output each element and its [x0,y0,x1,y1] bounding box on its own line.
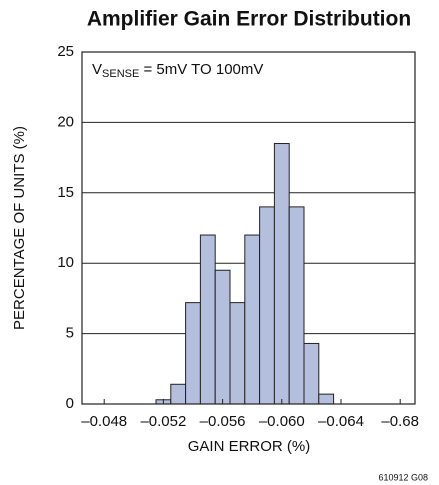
chart-title: Amplifier Gain Error Distribution [87,8,411,31]
annotation: VSENSE = 5mV TO 100mV [92,61,263,80]
x-tick-label: –0.68 [381,413,419,430]
x-tick-label: –0.052 [140,413,186,430]
bar [229,302,246,405]
bar [170,383,187,405]
bar [288,206,305,405]
y-tick-label: 10 [57,254,74,271]
y-tick-label: 15 [57,184,74,201]
bar [318,393,335,405]
y-axis-label: PERCENTAGE OF UNITS (%) [11,126,28,330]
x-tick-label: –0.064 [318,413,364,430]
bar [244,234,261,405]
y-tick-label: 25 [57,43,74,60]
bar [273,143,290,405]
x-tick-label: –0.060 [259,413,305,430]
y-tick-label: 0 [66,395,74,412]
y-tick-label: 5 [66,325,74,342]
x-tick-label: –0.056 [200,413,246,430]
bar [214,269,231,405]
annotation-subscript: SENSE [102,68,139,80]
bar [185,302,201,405]
bar [199,234,216,405]
y-tick-label: 20 [57,113,74,130]
bar [303,342,320,405]
annotation-rest: = 5mV TO 100mV [139,61,263,78]
bar [259,206,275,405]
annotation-main: V [92,61,102,78]
x-tick-label: –0.048 [81,413,127,430]
x-axis-label: GAIN ERROR (%) [188,438,311,455]
footnote: 610912 G08 [378,472,428,482]
plot-frame [81,51,416,405]
